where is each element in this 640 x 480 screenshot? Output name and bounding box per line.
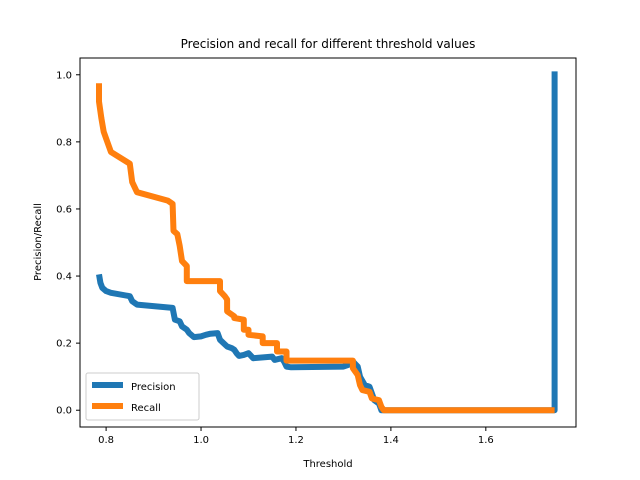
x-tick-label: 0.8 (98, 435, 114, 446)
y-tick-label: 0.0 (56, 406, 72, 417)
legend: Precision Recall (85, 372, 200, 421)
x-axis: 0.8 1.0 1.2 1.4 1.6 (98, 427, 494, 446)
x-tick-label: 1.2 (288, 435, 304, 446)
y-tick-label: 0.4 (56, 272, 72, 283)
x-tick-label: 1.4 (383, 435, 399, 446)
series-layer (96, 71, 558, 414)
y-tick-label: 0.6 (56, 204, 72, 215)
y-axis-label: Precision/Recall (33, 203, 44, 281)
series-line-precision (96, 71, 558, 414)
plot-frame (79, 57, 577, 428)
y-tick-label: 0.2 (56, 339, 72, 350)
x-tick-label: 1.6 (478, 435, 494, 446)
x-tick-label: 1.0 (193, 435, 209, 446)
legend-label-precision: Precision (131, 382, 176, 393)
y-tick-label: 1.0 (56, 70, 72, 81)
legend-label-recall: Recall (131, 403, 161, 414)
series-line-recall (96, 83, 555, 414)
y-tick-label: 0.8 (56, 137, 72, 148)
chart-title: Precision and recall for different thres… (181, 37, 476, 51)
y-axis: 0.0 0.2 0.4 0.6 0.8 1.0 (56, 70, 80, 417)
x-axis-label: Threshold (302, 459, 352, 470)
